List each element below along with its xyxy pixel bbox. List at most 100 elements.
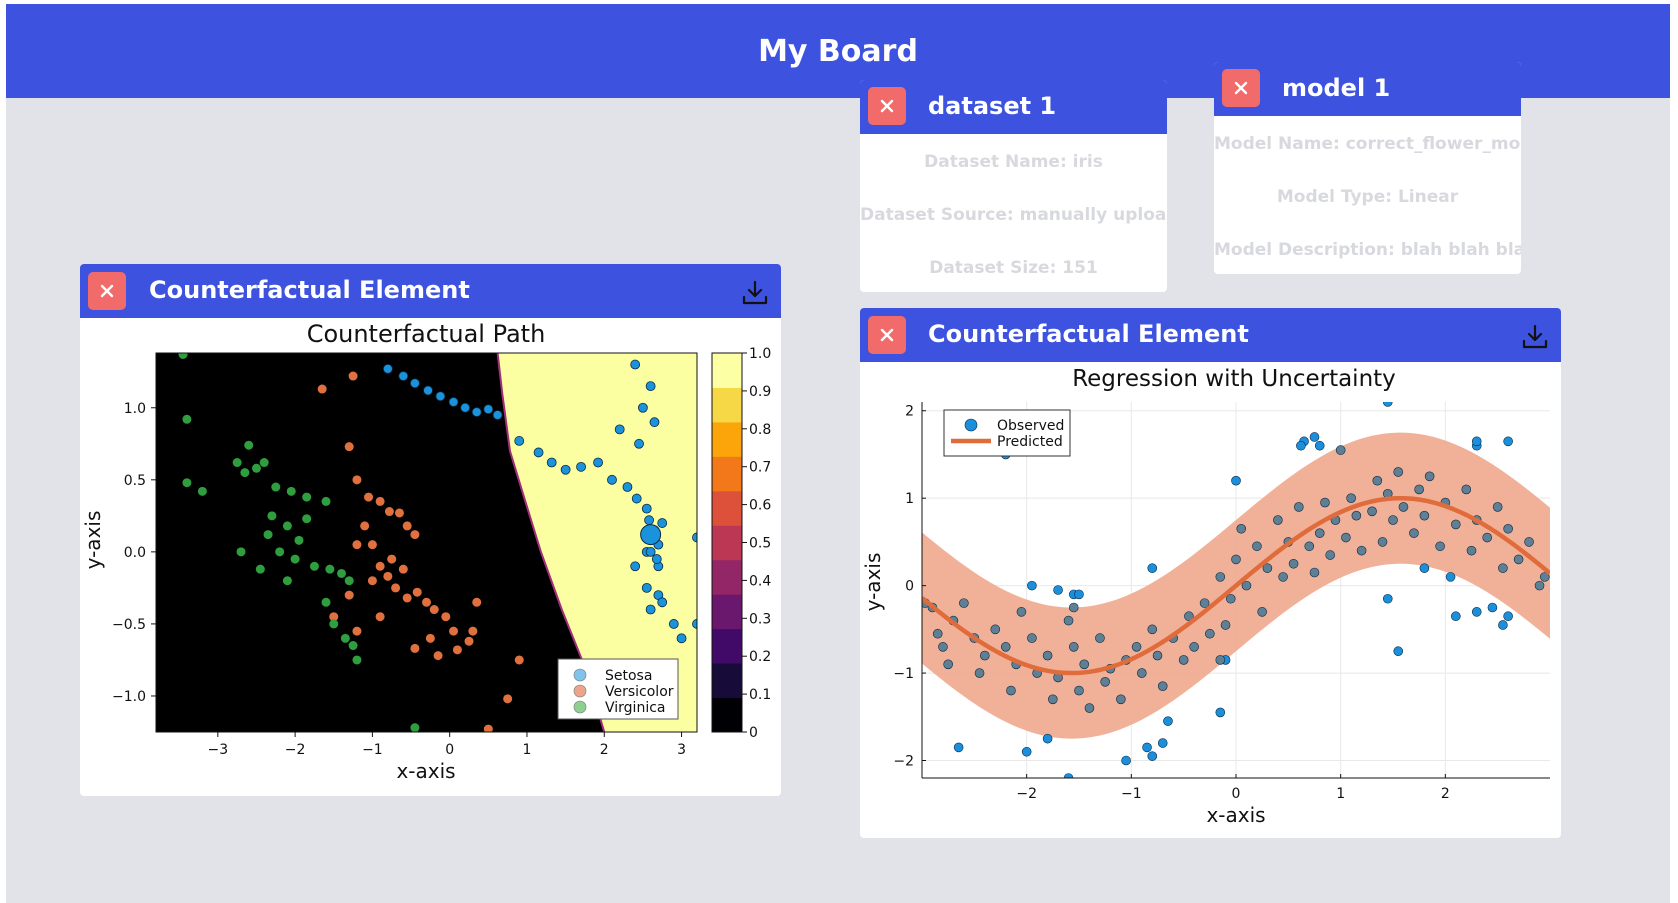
point-virginica <box>259 458 269 468</box>
point-virginica <box>329 619 339 629</box>
point-virginica <box>182 414 192 424</box>
point-observed <box>938 642 948 652</box>
point-virginica <box>282 576 292 586</box>
point-virginica <box>156 527 157 533</box>
model-card[interactable]: model 1 Model Name: correct_flower_model… <box>1214 62 1521 274</box>
legend-marker <box>573 684 587 698</box>
point-observed <box>1503 436 1513 447</box>
point-observed <box>1027 633 1037 643</box>
point-observed <box>1199 598 1210 608</box>
point-virginica <box>263 530 273 540</box>
point-versicolor <box>352 626 362 636</box>
point-virginica <box>290 554 300 564</box>
point-observed <box>1068 602 1079 613</box>
board-header: My Board <box>6 4 1670 98</box>
x-tick-label: −3 <box>208 742 229 758</box>
point-setosa <box>630 561 641 572</box>
point-setosa <box>607 474 617 485</box>
point-setosa <box>657 597 668 608</box>
point-setosa <box>593 457 603 468</box>
y-tick-label: 2 <box>905 404 914 420</box>
point-versicolor <box>472 597 482 607</box>
chart2-ylabel: y-axis <box>861 553 885 612</box>
colorbar-band <box>712 594 742 630</box>
point-virginica <box>232 458 242 468</box>
point-virginica <box>348 641 358 651</box>
point-observed <box>1356 545 1367 556</box>
point-setosa <box>641 582 652 593</box>
point-virginica <box>244 440 254 450</box>
point-observed <box>1498 563 1508 573</box>
download-left-button[interactable] <box>740 278 770 308</box>
point-versicolor <box>452 645 462 655</box>
point-virginica <box>410 723 420 732</box>
dataset-size-line: Dataset Size: 151 <box>929 258 1098 278</box>
dataset-card[interactable]: dataset 1 Dataset Name: iris Dataset Sou… <box>860 80 1167 292</box>
dataset-card-header[interactable]: dataset 1 <box>860 80 1167 134</box>
point-versicolor <box>317 384 327 394</box>
colorbar-band <box>712 387 742 423</box>
point-observed <box>1116 694 1126 705</box>
chart2-xlabel: x-axis <box>1206 803 1265 827</box>
colorbar-tick-label: 0.5 <box>749 536 771 552</box>
point-versicolor <box>387 554 397 564</box>
point-observed <box>1304 541 1315 552</box>
point-observed <box>1215 572 1226 582</box>
point-setosa <box>483 404 494 415</box>
chart2-plot-area <box>922 402 1550 778</box>
point-observed <box>1236 523 1247 534</box>
point-observed <box>1382 593 1393 604</box>
point-observed <box>1016 607 1027 617</box>
close-counterfactual-left-button[interactable] <box>88 272 126 310</box>
point-observed <box>1273 515 1283 525</box>
close-model-button[interactable] <box>1222 69 1260 107</box>
point-setosa <box>676 633 687 644</box>
point-observed <box>1157 681 1168 691</box>
point-observed <box>1346 493 1356 503</box>
close-dataset-button[interactable] <box>868 87 906 125</box>
counterfactual-card-left[interactable]: Counterfactual Element Counterfactual Pa… <box>80 264 781 796</box>
point-observed <box>1184 611 1194 622</box>
point-observed <box>1042 733 1053 744</box>
decision-boundary <box>496 353 606 732</box>
counterfactual-card-left-header[interactable]: Counterfactual Element <box>80 264 781 318</box>
point-observed <box>974 668 985 678</box>
point-observed <box>1325 550 1336 560</box>
colorbar-band <box>712 663 742 699</box>
point-virginica <box>275 547 285 557</box>
close-counterfactual-right-button[interactable] <box>868 316 906 354</box>
point-observed <box>1398 502 1409 512</box>
point-versicolor <box>375 612 385 622</box>
point-observed <box>1027 580 1037 591</box>
point-setosa <box>630 359 641 370</box>
point-virginica <box>178 353 188 359</box>
model-card-header[interactable]: model 1 <box>1214 62 1521 116</box>
point-observed <box>1482 532 1493 543</box>
point-versicolor <box>352 540 362 550</box>
point-observed <box>1314 440 1325 451</box>
point-observed <box>1095 633 1105 643</box>
colorbar-band <box>712 697 742 733</box>
counterfactual-card-right[interactable]: Counterfactual Element Regression with U… <box>860 308 1561 838</box>
download-right-button[interactable] <box>1520 322 1550 352</box>
point-virginica <box>282 521 292 531</box>
point-observed <box>1152 650 1163 661</box>
counterfactual-card-right-header[interactable]: Counterfactual Element <box>860 308 1561 362</box>
point-setosa <box>546 457 557 468</box>
point-observed <box>1382 402 1393 407</box>
x-tick-label: 1 <box>523 742 532 758</box>
point-versicolor <box>375 496 385 506</box>
colorbar-tick-label: 0.4 <box>749 573 771 589</box>
point-versicolor <box>384 507 394 517</box>
point-versicolor <box>344 590 354 600</box>
point-observed <box>1466 545 1477 556</box>
point-observed <box>1006 685 1016 696</box>
point-setosa <box>631 493 642 504</box>
point-setosa <box>657 518 668 528</box>
point-setosa <box>651 554 662 564</box>
point-observed <box>1288 558 1299 569</box>
point-virginica <box>352 655 362 665</box>
point-observed <box>1487 602 1498 613</box>
point-versicolor <box>441 612 451 622</box>
colorbar-band <box>712 421 742 457</box>
